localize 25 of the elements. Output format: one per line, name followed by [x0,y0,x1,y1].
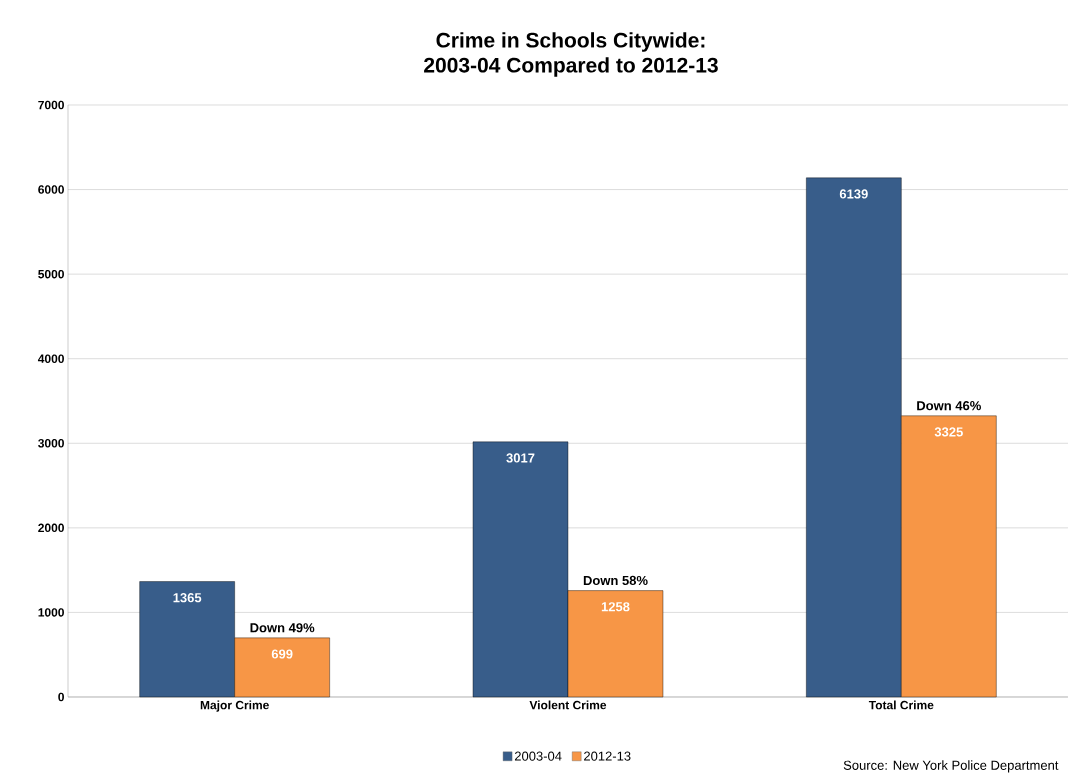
y-tick-label: 5000 [38,269,64,279]
y-tick-label: 0 [58,692,64,702]
data-label: 1365 [173,593,202,603]
y-tick-label: 2000 [38,523,64,533]
data-label: 3017 [506,453,535,463]
legend-label: 2003-04 [514,751,562,761]
annotation: Down 49% [250,623,315,633]
x-tick-label: Violent Crime [529,700,607,710]
annotation: Down 46% [917,401,981,411]
data-label: 699 [271,649,293,659]
y-tick-label: 6000 [38,185,64,194]
chart-subtitle: 2003-04 Compared to 2012-13 [424,57,718,77]
annotation: Down 58% [583,575,648,586]
legend-label: 2012-13 [584,751,631,761]
y-tick-label: 1000 [38,608,64,617]
x-tick-label: Major Crime [200,700,269,712]
y-tick-label: 3000 [38,439,64,448]
source-note: Source: New York Police Department [843,760,1059,773]
y-tick-label: 7000 [38,100,64,110]
x-tick-label: Total Crime [868,700,934,710]
chart-title: Crime in Schools Citywide: [436,32,705,52]
data-label: 3325 [934,427,963,437]
data-label: 6139 [839,189,868,199]
data-label: 1258 [601,602,630,612]
y-tick-label: 4000 [37,354,64,363]
